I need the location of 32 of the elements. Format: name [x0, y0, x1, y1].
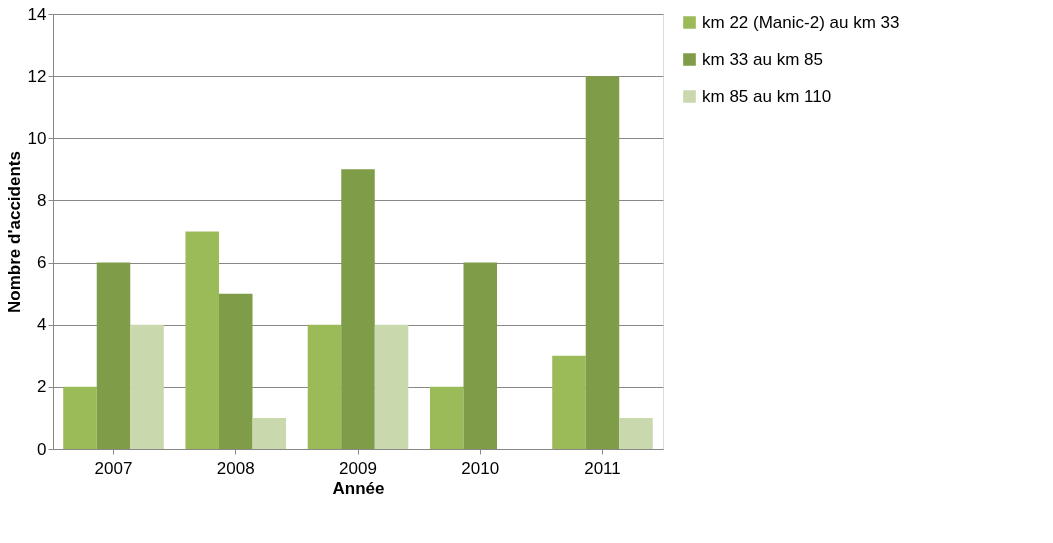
x-tick-label: 2007: [94, 458, 133, 478]
x-tick-label: 2010: [461, 458, 500, 478]
bar: [185, 231, 219, 449]
bar: [552, 355, 586, 449]
y-tick-label: 2: [37, 377, 47, 397]
bar: [341, 169, 375, 449]
bar: [585, 76, 620, 449]
bar: [63, 386, 97, 449]
bar: [252, 417, 287, 449]
y-tick-label: 12: [27, 66, 47, 86]
bar: [374, 324, 409, 449]
bar: [130, 324, 164, 449]
y-tick-label: 14: [27, 4, 47, 24]
bar: [429, 386, 464, 449]
y-tick-label: 6: [37, 253, 47, 273]
x-axis-title: Année: [332, 478, 385, 498]
bar: [96, 262, 131, 449]
legend-label: km 22 (Manic-2) au km 33: [702, 12, 900, 32]
y-tick-label: 0: [37, 439, 47, 459]
bar: [619, 417, 653, 449]
x-tick-label: 2011: [584, 458, 621, 478]
legend-label: km 33 au km 85: [702, 49, 823, 69]
x-tick-label: 2008: [216, 458, 255, 478]
y-tick-label: 4: [37, 315, 47, 335]
bar: [219, 293, 253, 449]
y-tick-label: 8: [37, 190, 47, 210]
bar: [463, 262, 497, 449]
bar: [307, 324, 342, 449]
x-tick-label: 2009: [339, 458, 377, 478]
y-axis-title: Nombre d'accidents: [4, 151, 24, 313]
legend-label: km 85 au km 110: [702, 86, 832, 106]
y-tick-label: 10: [27, 128, 47, 148]
